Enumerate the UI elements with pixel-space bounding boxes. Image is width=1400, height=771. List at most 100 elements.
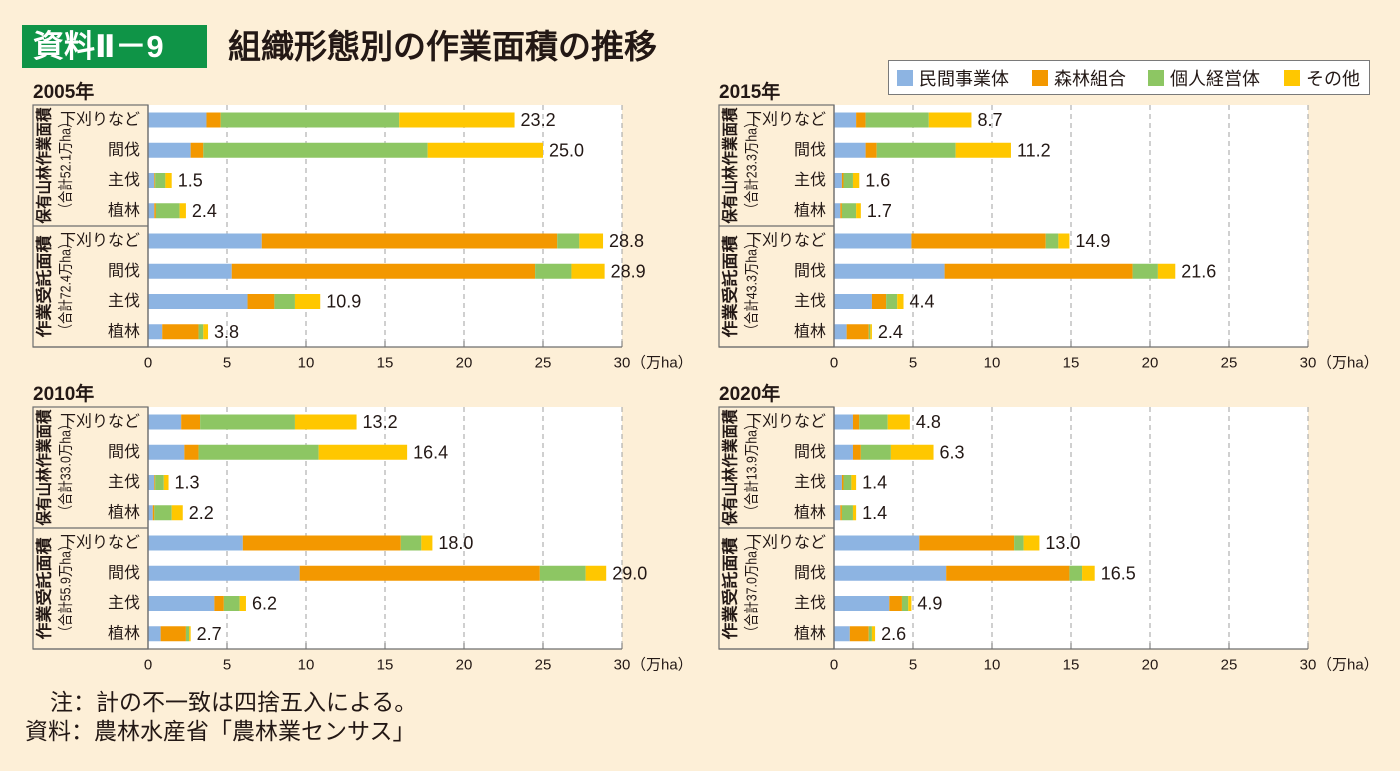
x-tick-label: 0 [144, 657, 152, 674]
total-label: 2.2 [189, 503, 214, 523]
chart-panel-2005: 2005年 0 5 10 15 20 25 30 （万ha） 保有山林作業面積 （合計52.1万h… [0, 80, 693, 380]
bar-segment-forest-cooperative [841, 173, 844, 188]
bar-segment-other [203, 324, 209, 340]
total-label: 4.8 [916, 412, 941, 432]
bar-segment-individual [865, 112, 929, 128]
x-tick-label: 30 [614, 657, 631, 674]
bar-segment-private-company [834, 263, 945, 279]
total-label: 16.5 [1101, 563, 1136, 583]
bar-segment-forest-cooperative [889, 596, 902, 611]
group-sublabel: （合計43.3万ha） [744, 237, 761, 337]
category-label: 植林 [108, 624, 140, 642]
bar-segment-private-company [834, 142, 866, 158]
legend-label: 個人経営体 [1170, 68, 1260, 89]
bar-segment-private-company [148, 626, 161, 642]
x-tick-label: 0 [144, 355, 152, 372]
category-label: 主伐 [794, 473, 826, 491]
group-label: 保有山林作業面積 [35, 107, 54, 225]
x-tick-label: 25 [1221, 657, 1238, 674]
category-label: 主伐 [108, 594, 140, 612]
bar-segment-forest-cooperative [154, 173, 156, 188]
total-label: 14.9 [1075, 231, 1110, 251]
page-title: 組織形態別の作業面積の推移 [228, 28, 657, 65]
bar-segment-other [427, 142, 543, 158]
bar-segment-individual [539, 565, 586, 581]
x-tick-label: 15 [1063, 355, 1080, 372]
category-label: 植林 [108, 322, 140, 340]
bar-segment-private-company [148, 142, 191, 158]
category-label: 間伐 [794, 564, 826, 582]
chart-title: 2010年 [33, 384, 95, 405]
bar-segment-individual [860, 444, 891, 460]
bar-segment-forest-cooperative [160, 626, 186, 642]
bar-segment-private-company [834, 324, 847, 340]
total-label: 23.2 [521, 110, 556, 130]
category-label: 主伐 [108, 292, 140, 310]
bar-segment-individual [1069, 565, 1083, 581]
x-tick-label: 0 [830, 657, 838, 674]
legend-swatch-icon [1284, 69, 1300, 86]
bar-segment-private-company [148, 565, 300, 581]
total-label: 1.7 [867, 201, 892, 221]
bar-segment-forest-cooperative [849, 626, 869, 642]
bar-segment-individual [868, 626, 872, 642]
group-sublabel: （合計37.0万ha） [744, 539, 761, 639]
bar-segment-forest-cooperative [154, 203, 156, 219]
chart-legend: 民間事業体 森林組合 個人経営体 その他 [888, 60, 1370, 95]
bar-segment-forest-cooperative [247, 294, 275, 309]
bar-segment-forest-cooperative [852, 444, 861, 460]
category-label: 主伐 [108, 473, 140, 491]
legend-label: その他 [1306, 68, 1360, 89]
x-tick-label: 5 [223, 355, 231, 372]
bar-segment-individual [859, 414, 888, 430]
bar-segment-private-company [834, 596, 890, 611]
x-tick-label: 20 [456, 657, 473, 674]
bar-segment-other [585, 565, 607, 581]
total-label: 25.0 [549, 140, 584, 160]
category-label: 下刈りなど [746, 534, 826, 552]
total-label: 13.2 [363, 412, 398, 432]
category-label: 間伐 [108, 262, 140, 280]
chart-canvas: 0 5 10 15 20 25 30 （万ha） 保有山林作業面積 （合計13.9万ha） 作業受託… [718, 406, 1379, 674]
total-label: 2.4 [878, 322, 903, 342]
group-label: 保有山林作業面積 [721, 409, 740, 527]
bar-segment-forest-cooperative [944, 263, 1133, 279]
bar-segment-other [571, 263, 605, 279]
category-label: 主伐 [794, 594, 826, 612]
footnote: 注：計の不一致は四捨五入による。 [50, 690, 418, 715]
legend-label: 森林組合 [1054, 68, 1126, 89]
category-label: 下刈りなど [746, 232, 826, 250]
legend-item-private-company: 民間事業体 [897, 61, 1009, 94]
bar-segment-private-company [834, 535, 920, 551]
x-tick-label: 20 [456, 355, 473, 372]
bar-segment-individual [198, 324, 204, 340]
bar-segment-forest-cooperative [852, 414, 860, 430]
chart-title: 2005年 [33, 82, 95, 103]
bar-segment-forest-cooperative [840, 203, 842, 219]
x-tick-label: 25 [535, 657, 552, 674]
total-label: 1.4 [862, 473, 887, 493]
legend-item-individual: 個人経営体 [1148, 61, 1260, 94]
total-label: 13.0 [1045, 533, 1080, 553]
bar-segment-forest-cooperative [946, 565, 1070, 581]
legend-label: 民間事業体 [919, 68, 1009, 89]
bar-segment-private-company [148, 596, 215, 611]
bar-segment-private-company [148, 324, 163, 340]
bar-segment-other [1157, 263, 1176, 279]
total-label: 10.9 [326, 292, 361, 312]
bar-segment-individual [886, 294, 898, 309]
category-label: 間伐 [108, 443, 140, 461]
x-unit-label: （万ha） [631, 355, 693, 372]
bar-segment-private-company [148, 505, 153, 521]
legend-swatch-icon [1032, 69, 1048, 86]
bar-segment-individual [185, 626, 190, 642]
bar-segment-other [852, 505, 857, 521]
total-label: 1.6 [865, 171, 890, 191]
total-label: 4.4 [910, 292, 935, 312]
category-label: 植林 [108, 201, 140, 219]
category-label: 植林 [794, 322, 826, 340]
total-label: 21.6 [1181, 261, 1216, 281]
x-tick-label: 25 [535, 355, 552, 372]
category-label: 主伐 [794, 171, 826, 189]
category-label: 間伐 [794, 141, 826, 159]
